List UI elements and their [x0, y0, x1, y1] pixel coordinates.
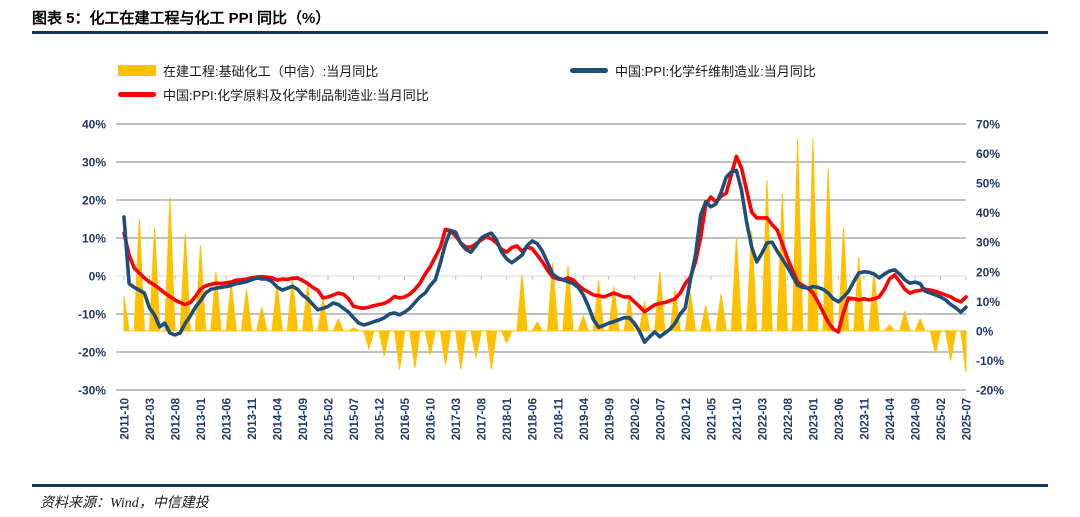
footer-divider	[32, 484, 1048, 487]
x-axis-label: 2014-09	[298, 398, 310, 440]
x-axis-label: 2017-03	[451, 398, 463, 440]
legend-swatch-raw-line	[118, 92, 156, 97]
x-axis-label: 2016-05	[400, 397, 412, 440]
x-axis-label: 2017-08	[477, 397, 489, 440]
legend-swatch-fiber-line	[570, 68, 608, 73]
x-axis-label: 2022-08	[783, 397, 795, 440]
x-axis-label: 2013-11	[247, 397, 259, 439]
x-axis-label: 2023-11	[859, 397, 871, 439]
right-axis-labels: 70% 60% 50% 40% 30% 20% 10% 0% -10% -20%	[976, 118, 1004, 398]
y-axis-label-left: 40%	[82, 118, 106, 132]
x-axis-label: 2015-07	[349, 398, 361, 440]
source-note: 资料来源：Wind，中信建投	[40, 496, 209, 511]
x-axis-label: 2020-12	[681, 398, 693, 440]
line-series-ppi-chemical-raw	[122, 154, 968, 334]
x-axis-label: 2022-03	[757, 398, 769, 440]
y-axis-label-left: -30%	[78, 384, 106, 398]
x-axis-label: 2024-09	[910, 398, 922, 440]
y-axis-label-right: 50%	[976, 177, 1000, 191]
left-axis-labels: 40% 30% 20% 10% 0% -10% -20% -30%	[78, 118, 106, 398]
x-axis-label: 2021-05	[706, 397, 718, 440]
y-axis-label-right: 20%	[976, 265, 1000, 279]
x-axis-label: 2019-04	[579, 397, 591, 440]
legend-item-ppi-fiber: 中国:PPI:化学纤维制造业:当月同比	[570, 61, 816, 80]
x-axis-label: 2015-02	[324, 398, 336, 440]
x-axis-label: 2019-09	[604, 398, 616, 440]
y-axis-label-right: 0%	[976, 324, 994, 338]
y-axis-label-left: 20%	[82, 194, 106, 208]
legend-item-ppi-raw: 中国:PPI:化学原料及化学制品制造业:当月同比	[118, 85, 429, 104]
y-axis-label-left: 10%	[82, 232, 106, 246]
x-axis-label: 2023-01	[808, 397, 820, 440]
x-axis-label: 2013-01	[196, 397, 208, 440]
x-axis-label: 2012-03	[145, 398, 157, 440]
y-axis-label-right: -10%	[976, 354, 1004, 368]
legend-item-construction: 在建工程:基础化工（中信）:当月同比	[118, 61, 378, 80]
x-axis-label: 2018-11	[553, 397, 565, 439]
line-series-ppi-chemical-fiber	[122, 168, 968, 344]
y-axis-label-right: 70%	[976, 118, 1000, 132]
y-axis-label-right: 30%	[976, 236, 1000, 250]
x-axis-label: 2014-04	[273, 397, 285, 440]
title-divider	[32, 31, 1048, 34]
x-axis-label: 2018-01	[502, 397, 514, 440]
y-axis-label-left: 0%	[89, 270, 107, 284]
x-axis-label: 2020-07	[655, 398, 667, 440]
y-axis-label-left: -10%	[78, 308, 106, 322]
x-axis-labels: 2011-10 2012-03 2012-08 2013-01 2013-06 2013-…	[120, 397, 974, 440]
x-axis-label: 2013-06	[222, 398, 234, 440]
y-axis-label-right: 40%	[976, 206, 1000, 220]
chart-title: 图表 5：化工在建工程与化工 PPI 同比（%）	[32, 10, 331, 27]
x-axis-label: 2024-04	[885, 397, 897, 440]
y-axis-label-left: 30%	[82, 156, 106, 170]
x-axis-label: 2011-10	[120, 398, 132, 440]
legend-label-construction: 在建工程:基础化工（中信）:当月同比	[163, 64, 379, 79]
y-axis-label-left: -20%	[78, 346, 106, 360]
x-axis-label: 2016-10	[426, 398, 438, 440]
legend-swatch-bar	[118, 65, 156, 76]
y-axis-label-right: -20%	[976, 384, 1004, 398]
x-axis-label: 2021-10	[732, 398, 744, 440]
gridlines	[116, 123, 966, 391]
y-axis-label-right: 60%	[976, 147, 1000, 161]
x-axis-label: 2023-06	[834, 398, 846, 440]
x-axis-label: 2012-08	[171, 397, 183, 440]
x-axis-label: 2020-02	[630, 398, 642, 440]
x-axis-label: 2018-06	[528, 398, 540, 440]
legend-label-ppi-fiber: 中国:PPI:化学纤维制造业:当月同比	[615, 64, 816, 79]
x-axis-label: 2025-07	[962, 398, 974, 440]
x-axis-label: 2015-12	[375, 398, 387, 440]
x-axis-label: 2025-02	[936, 398, 948, 440]
y-axis-label-right: 10%	[976, 295, 1000, 309]
legend-label-ppi-raw: 中国:PPI:化学原料及化学制品制造业:当月同比	[163, 88, 429, 103]
